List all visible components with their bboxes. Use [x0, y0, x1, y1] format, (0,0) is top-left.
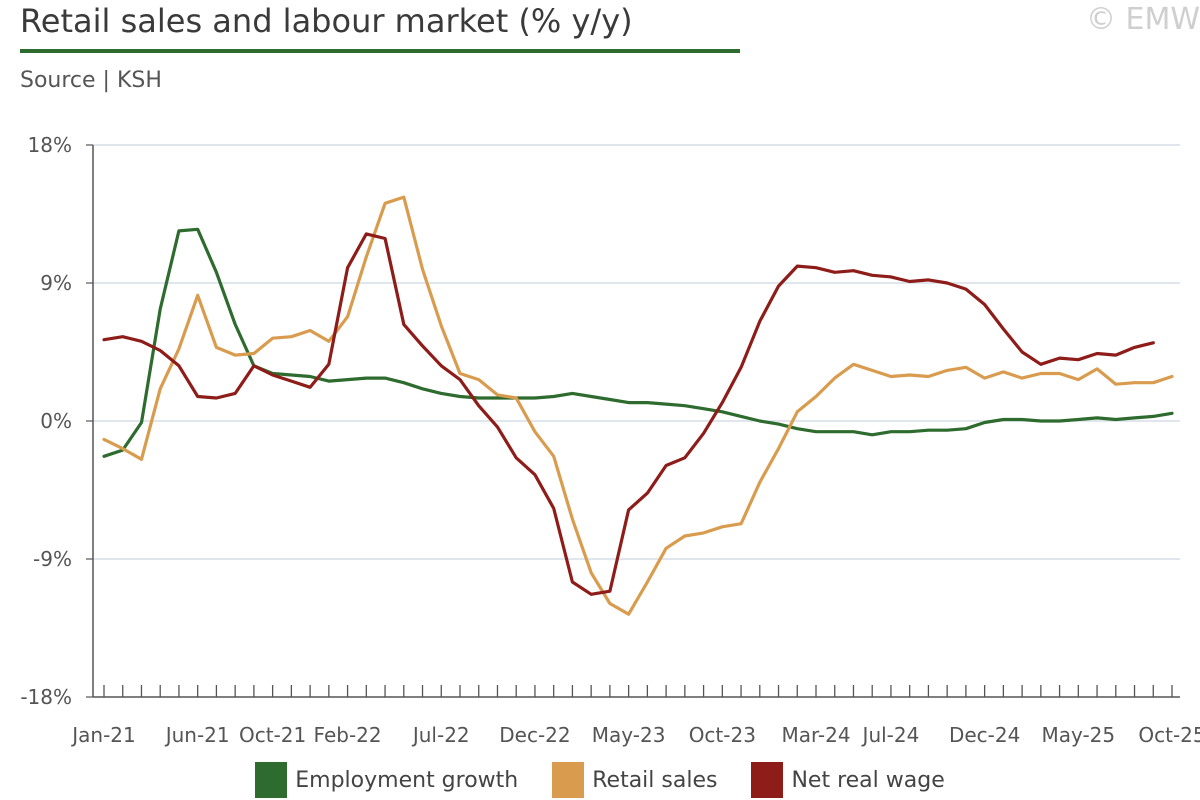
title-underline: [20, 49, 740, 53]
y-tick-label: -9%: [33, 547, 72, 571]
y-tick-label: 9%: [40, 271, 72, 295]
x-tick-label: May-23: [592, 723, 666, 747]
legend-item: Net real wage: [751, 762, 945, 798]
x-tick-label: Oct-23: [689, 723, 756, 747]
line-chart: 18%9%0%-9%-18% Jan-21 Jun-21 Oct-21 Feb-22 J…: [20, 133, 1200, 747]
x-tick-label: Dec-24: [949, 723, 1020, 747]
x-tick-label: Oct-21: [239, 723, 306, 747]
x-tick-label: Oct-25: [1138, 723, 1200, 747]
x-tick-label: Jun-21: [164, 723, 230, 747]
legend: Employment growth Retail sales Net real wa…: [0, 762, 1200, 798]
legend-item: Retail sales: [552, 762, 717, 798]
chart-title: Retail sales and labour market (% y/y): [20, 2, 633, 40]
x-tick-label: Jan-21: [70, 723, 136, 747]
x-axis-ticks: [103, 685, 1173, 697]
x-tick-label: Jul-24: [861, 723, 920, 747]
x-tick-label: Mar-24: [781, 723, 850, 747]
x-tick-label: Jul-22: [411, 723, 470, 747]
x-tick-label: May-25: [1041, 723, 1115, 747]
copyright-label: © EMW: [1085, 2, 1200, 37]
legend-label: Retail sales: [592, 767, 718, 793]
y-tick-label: 0%: [40, 409, 72, 433]
x-tick-label: Feb-22: [314, 723, 382, 747]
legend-item: Employment growth: [255, 762, 518, 798]
legend-swatch: [751, 762, 784, 798]
series-line-retail-sales: [102, 195, 1174, 616]
axes: [86, 144, 1180, 698]
legend-label: Net real wage: [791, 767, 945, 793]
legend-label: Employment growth: [295, 767, 519, 793]
y-tick-label: 18%: [28, 133, 72, 157]
x-axis-labels: Jan-21 Jun-21 Oct-21 Feb-22 Jul-22 Dec-22 May-…: [70, 723, 1200, 747]
series-line-net-real-wage: [102, 232, 1155, 596]
series-line-employment-growth: [102, 227, 1174, 458]
legend-swatch: [255, 762, 288, 798]
source-label: Source | KSH: [20, 68, 162, 93]
y-axis-labels: 18% 9% 0% -9% -18%: [20, 133, 72, 709]
y-tick-label: -18%: [20, 685, 72, 709]
legend-swatch: [552, 762, 585, 798]
x-tick-label: Dec-22: [499, 723, 570, 747]
series-lines: [102, 195, 1174, 616]
